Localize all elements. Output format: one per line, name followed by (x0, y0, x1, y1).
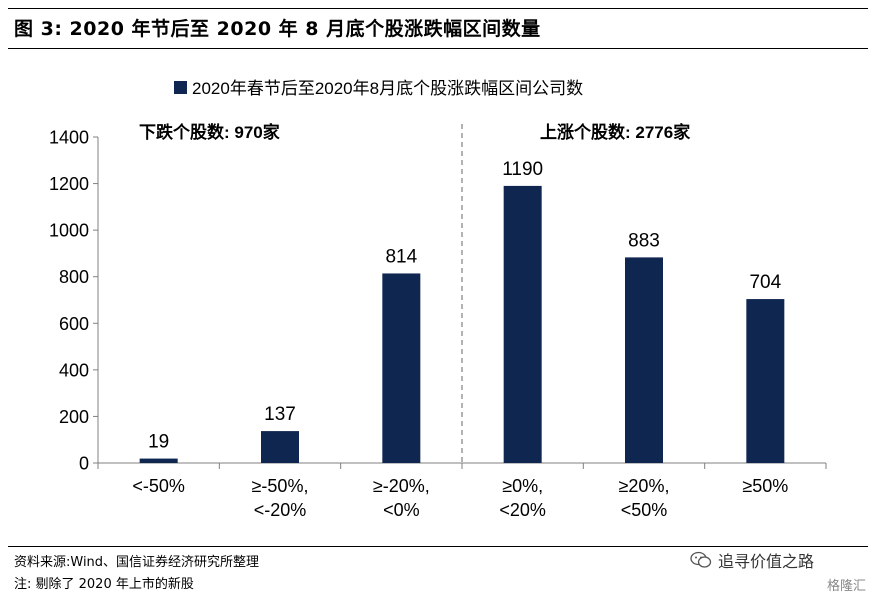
bar-value-label: 137 (264, 404, 296, 425)
x-category-label-line: <-20% (254, 500, 307, 520)
y-tick-label: 1200 (49, 174, 89, 194)
y-tick-label: 400 (59, 360, 89, 380)
bar (139, 458, 178, 463)
watermark: 追寻价值之路 (690, 548, 814, 572)
wechat-icon (690, 551, 712, 568)
bar-chart-svg: 0 200 400 600 800 1000 1200 1400 19 <-50% 137 ≥-50%… (49, 79, 827, 520)
chart: 0 200 400 600 800 1000 1200 1400 19 <-50% 137 ≥-50%… (0, 52, 876, 546)
x-category-label: ≥-20%, <0% (373, 476, 430, 520)
x-category-label-line: <50% (621, 500, 668, 520)
bar-value-label: 883 (628, 230, 660, 251)
y-tick-label: 0 (79, 454, 89, 474)
y-tick-label: 200 (59, 407, 89, 427)
bar (625, 257, 663, 463)
y-tick-label: 600 (59, 314, 89, 334)
x-category-label-line: ≥20%, (619, 476, 670, 496)
title-rule (8, 48, 868, 49)
bar-value-label: 19 (148, 432, 169, 453)
x-category-label: ≥0%, <20% (499, 476, 546, 520)
source-text: 资料来源:Wind、国信证券经济研究所整理 (14, 555, 260, 570)
x-category-label: ≥50% (742, 476, 788, 496)
bar (746, 299, 785, 463)
bar-value-label: 1190 (502, 159, 543, 180)
x-category-label-line: ≥0%, (502, 476, 543, 496)
top-rule (8, 8, 868, 9)
bar (261, 431, 299, 463)
x-category-label-line: ≥50% (742, 476, 788, 496)
y-tick-label: 800 (59, 267, 89, 287)
bar (503, 185, 542, 463)
y-tick-label: 1000 (49, 221, 89, 241)
x-category-label: ≥20%, <50% (619, 476, 670, 520)
x-category-label-line: <20% (499, 500, 546, 520)
legend-swatch (174, 81, 187, 94)
x-category-label-line: ≥-20%, (373, 476, 430, 496)
bar-value-label: 814 (385, 246, 417, 267)
x-category-label: ≥-50%, <-20% (252, 476, 309, 520)
watermark-text: 追寻价值之路 (718, 552, 815, 571)
corner-watermark: 格隆汇 (826, 579, 866, 594)
bottom-rule (8, 546, 868, 547)
note-text: 注: 剔除了 2020 年上市的新股 (14, 577, 194, 592)
figure-title: 图 3: 2020 年节后至 2020 年 8 月底个股涨跌幅区间数量 (14, 18, 541, 40)
legend-label: 2020年春节后至2020年8月底个股涨跌幅区间公司数 (192, 79, 583, 98)
x-category-label-line: <-50% (132, 476, 185, 496)
x-category-label-line: <0% (383, 500, 420, 520)
x-category-label: <-50% (132, 476, 185, 496)
x-category-label-line: ≥-50%, (252, 476, 309, 496)
annotation-down: 下跌个股数: 970家 (139, 122, 280, 142)
bar-value-label: 704 (749, 272, 781, 293)
annotation-up: 上涨个股数: 2776家 (540, 122, 690, 142)
y-tick-label: 1400 (49, 128, 89, 148)
bar (382, 273, 421, 463)
